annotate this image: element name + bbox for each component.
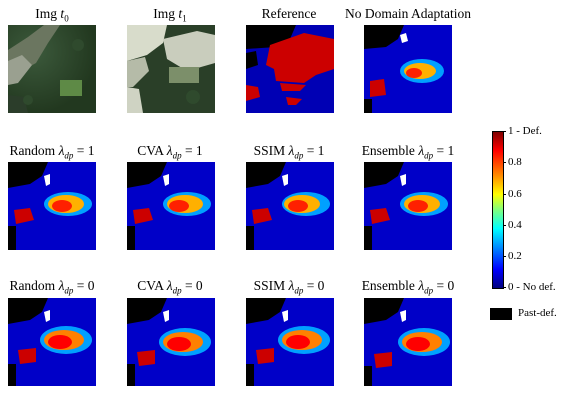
title-reference: Reference [261, 6, 317, 21]
image-t0 [8, 25, 96, 113]
title-random-ldp0: Random λdp = 0 [9, 278, 95, 296]
image-t1 [127, 25, 215, 113]
colorbar-label-0-4: 0.4 [508, 219, 522, 231]
reference-map [246, 25, 334, 113]
colorbar-label-1: 1 - Def. [508, 125, 542, 137]
map-random-ldp0 [8, 298, 96, 386]
title-random-ldp1: Random λdp = 1 [9, 143, 95, 161]
map-ssim-ldp0 [246, 298, 334, 386]
colorbar-tick [503, 225, 506, 226]
title-ensemble-ldp1: Ensemble λdp = 1 [361, 143, 455, 161]
colorbar-label-0-8: 0.8 [508, 156, 522, 168]
colorbar-label-0-6: 0.6 [508, 188, 522, 200]
colorbar-tick [503, 162, 506, 163]
colorbar [492, 131, 504, 289]
colorbar-tick [503, 287, 506, 288]
past-def-swatch [490, 308, 512, 320]
map-cva-ldp1 [127, 162, 215, 250]
title-cva-ldp0: CVA λdp = 0 [137, 278, 203, 296]
map-cva-ldp0 [127, 298, 215, 386]
title-img-t0: Img t0 [35, 6, 69, 24]
title-ssim-ldp1: SSIM λdp = 1 [253, 143, 325, 161]
past-def-label: Past-def. [518, 307, 557, 319]
title-cva-ldp1: CVA λdp = 1 [137, 143, 203, 161]
title-ssim-ldp0: SSIM λdp = 0 [253, 278, 325, 296]
title-img-t1: Img t1 [153, 6, 187, 24]
title-no-domain-adaptation: No Domain Adaptation [345, 6, 471, 21]
colorbar-label-0-2: 0.2 [508, 250, 522, 262]
map-ensemble-ldp1 [364, 162, 452, 250]
map-random-ldp1 [8, 162, 96, 250]
colorbar-tick [503, 131, 506, 132]
colorbar-tick [503, 194, 506, 195]
map-ssim-ldp1 [246, 162, 334, 250]
title-ensemble-ldp0: Ensemble λdp = 0 [361, 278, 455, 296]
map-ensemble-ldp0 [364, 298, 452, 386]
no-domain-adaptation-map [364, 25, 452, 113]
colorbar-label-0: 0 - No def. [508, 281, 556, 293]
colorbar-tick [503, 256, 506, 257]
